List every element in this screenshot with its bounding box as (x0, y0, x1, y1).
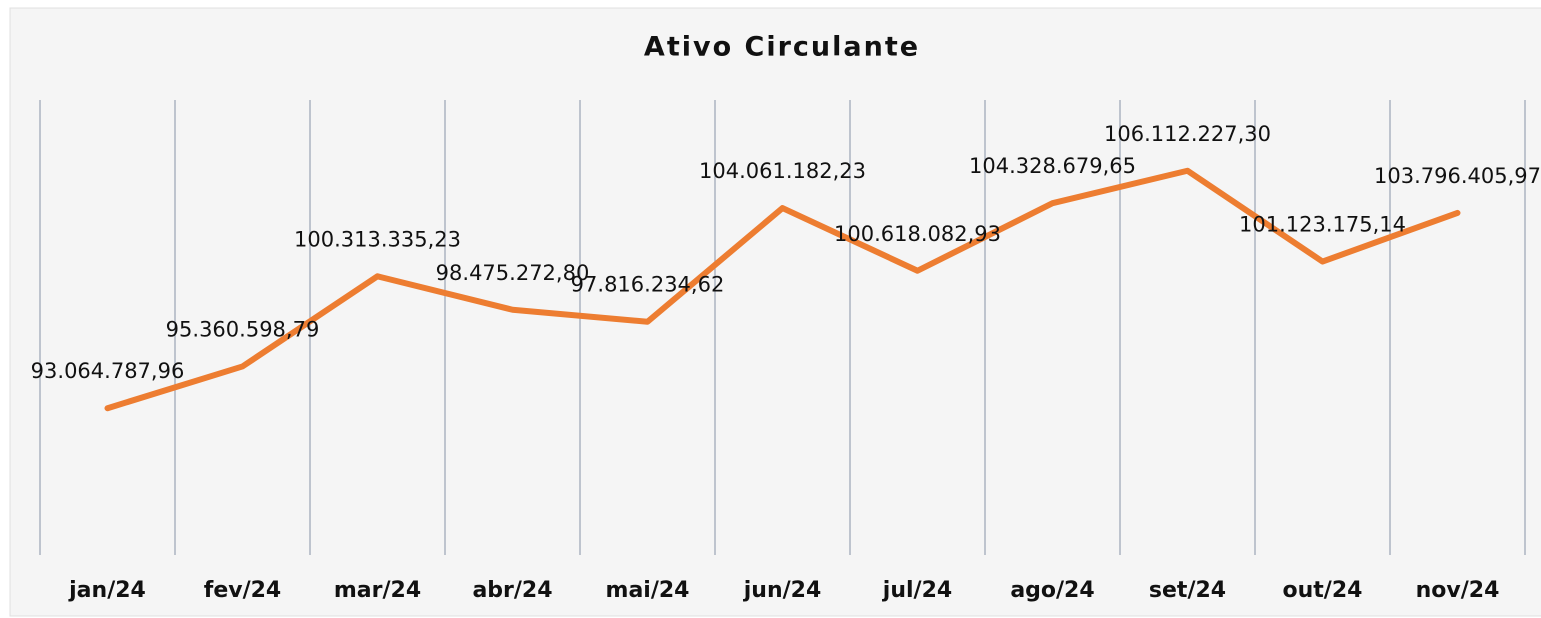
data-label: 98.475.272,80 (436, 261, 590, 285)
data-label: 100.618.082,93 (834, 222, 1001, 246)
x-tick-label: jul/24 (882, 578, 952, 603)
chart-background (9, 7, 1541, 617)
data-label: 100.313.335,23 (294, 227, 461, 251)
data-label: 93.064.787,96 (31, 359, 185, 383)
x-tick-label: nov/24 (1416, 578, 1500, 603)
data-line (104, 167, 1461, 412)
data-label: 104.061.182,23 (699, 159, 866, 183)
x-tick-label: mar/24 (334, 578, 421, 603)
x-tick-label: ago/24 (1010, 578, 1094, 603)
x-tick-label: out/24 (1283, 578, 1363, 603)
data-label: 101.123.175,14 (1239, 213, 1406, 237)
data-label: 95.360.598,79 (166, 317, 320, 341)
data-label: 103.796.405,97 (1374, 164, 1541, 188)
x-tick-label: abr/24 (472, 578, 552, 603)
x-tick-label: jan/24 (68, 578, 146, 603)
chart-title: Ativo Circulante (644, 32, 920, 63)
x-tick-label: fev/24 (204, 578, 281, 603)
data-label: 97.816.234,62 (571, 273, 725, 297)
data-label: 106.112.227,30 (1104, 122, 1271, 146)
data-label: 104.328.679,65 (969, 154, 1136, 178)
x-tick-label: jun/24 (743, 578, 822, 603)
x-tick-label: set/24 (1149, 578, 1226, 603)
x-tick-label: mai/24 (606, 578, 690, 603)
